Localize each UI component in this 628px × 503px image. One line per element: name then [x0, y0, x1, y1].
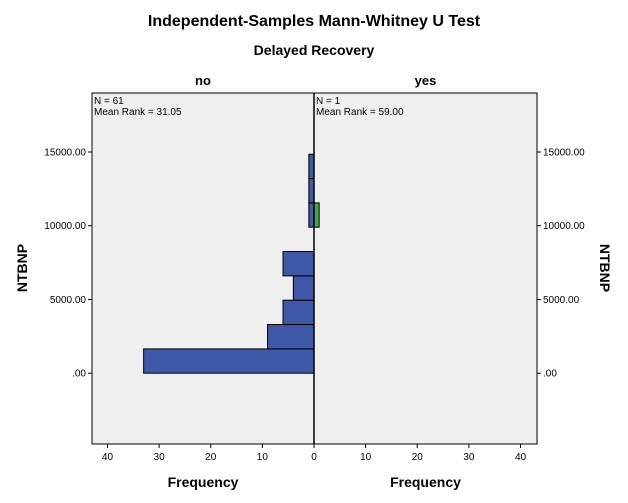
histogram-bar-no: [282, 299, 315, 326]
x-axis-label-right: Frequency: [390, 474, 461, 490]
x-tick-label-left: 10: [257, 452, 269, 463]
histogram-bar-no: [143, 348, 315, 374]
group-stat-no: Mean Rank = 31.05: [94, 107, 182, 118]
histogram-bar-no: [308, 153, 315, 180]
x-tick-label-left: 30: [154, 452, 166, 463]
y-tick-label-left: 5000.00: [50, 295, 87, 306]
y-axis-label-left: NTBNP: [14, 244, 30, 292]
x-axis-label-left: Frequency: [168, 474, 239, 490]
group-stat-no: N = 61: [94, 96, 124, 107]
histogram-bar-no: [292, 275, 315, 301]
x-tick-label-right: 20: [412, 452, 424, 463]
y-tick-label-left: 10000.00: [44, 221, 86, 232]
y-tick-label-right: 15000.00: [543, 147, 585, 158]
group-label-no: no: [195, 73, 211, 88]
x-tick-label-left: 0: [311, 452, 317, 463]
y-tick-label-left: .00: [72, 369, 86, 380]
x-tick-label-right: 10: [360, 452, 372, 463]
group-stat-yes: N = 1: [316, 96, 341, 107]
histogram-bar-no: [308, 178, 315, 204]
histogram-bar-no: [267, 324, 315, 350]
histogram-bar-no: [308, 202, 315, 228]
x-tick-label-left: 20: [205, 452, 217, 463]
histogram-bar-yes: [313, 202, 320, 228]
group-label-yes: yes: [415, 73, 437, 88]
x-tick-label-left: 40: [102, 452, 114, 463]
y-axis-label-right: NTBNP: [597, 244, 613, 292]
y-tick-label-left: 15000.00: [44, 147, 86, 158]
chart-subtitle: Delayed Recovery: [254, 42, 375, 58]
panel-yes: [313, 92, 538, 445]
x-tick-label-right: 30: [463, 452, 475, 463]
histogram-bar-no: [282, 251, 315, 277]
group-stat-yes: Mean Rank = 59.00: [316, 107, 404, 118]
panel-no: [91, 92, 315, 445]
y-tick-label-right: 10000.00: [543, 221, 585, 232]
x-tick-label-right: 40: [515, 452, 527, 463]
chart-title: Independent-Samples Mann-Whitney U Test: [148, 13, 481, 30]
y-tick-label-right: .00: [543, 369, 557, 380]
y-tick-label-right: 5000.00: [543, 295, 580, 306]
